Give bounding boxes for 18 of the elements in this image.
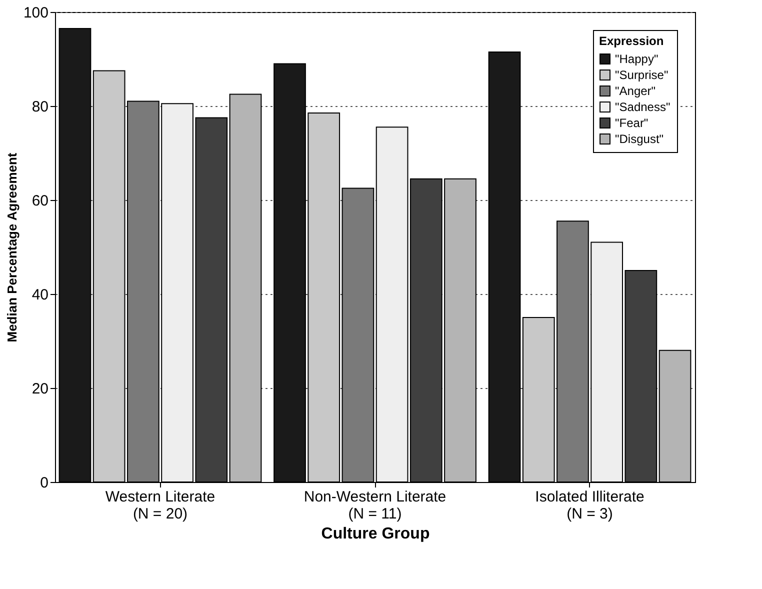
legend-label: "Fear" — [615, 116, 648, 130]
legend-label: "Sadness" — [615, 100, 670, 114]
x-tick-label: Western Literate (N = 20) — [105, 488, 216, 522]
y-tick-label: 80 — [32, 98, 48, 116]
x-tick-label: Non-Western Literate (N = 11) — [304, 488, 446, 522]
x-tick-label: Isolated Illiterate (N = 3) — [535, 488, 644, 522]
legend-label: "Surprise" — [615, 68, 668, 82]
y-axis-title: Median Percentage Agreement — [4, 152, 20, 342]
legend-title: Expression — [599, 34, 664, 48]
y-tick-label: 60 — [32, 192, 48, 210]
y-tick-label: 20 — [32, 380, 48, 398]
y-tick-label: 40 — [32, 286, 48, 304]
legend-label: "Happy" — [615, 52, 658, 66]
x-axis-title: Culture Group — [321, 526, 430, 542]
y-tick-label: 100 — [23, 4, 48, 22]
legend-label: "Anger" — [615, 84, 656, 98]
y-tick-label: 0 — [40, 474, 48, 492]
legend-label: "Disgust" — [615, 132, 664, 146]
